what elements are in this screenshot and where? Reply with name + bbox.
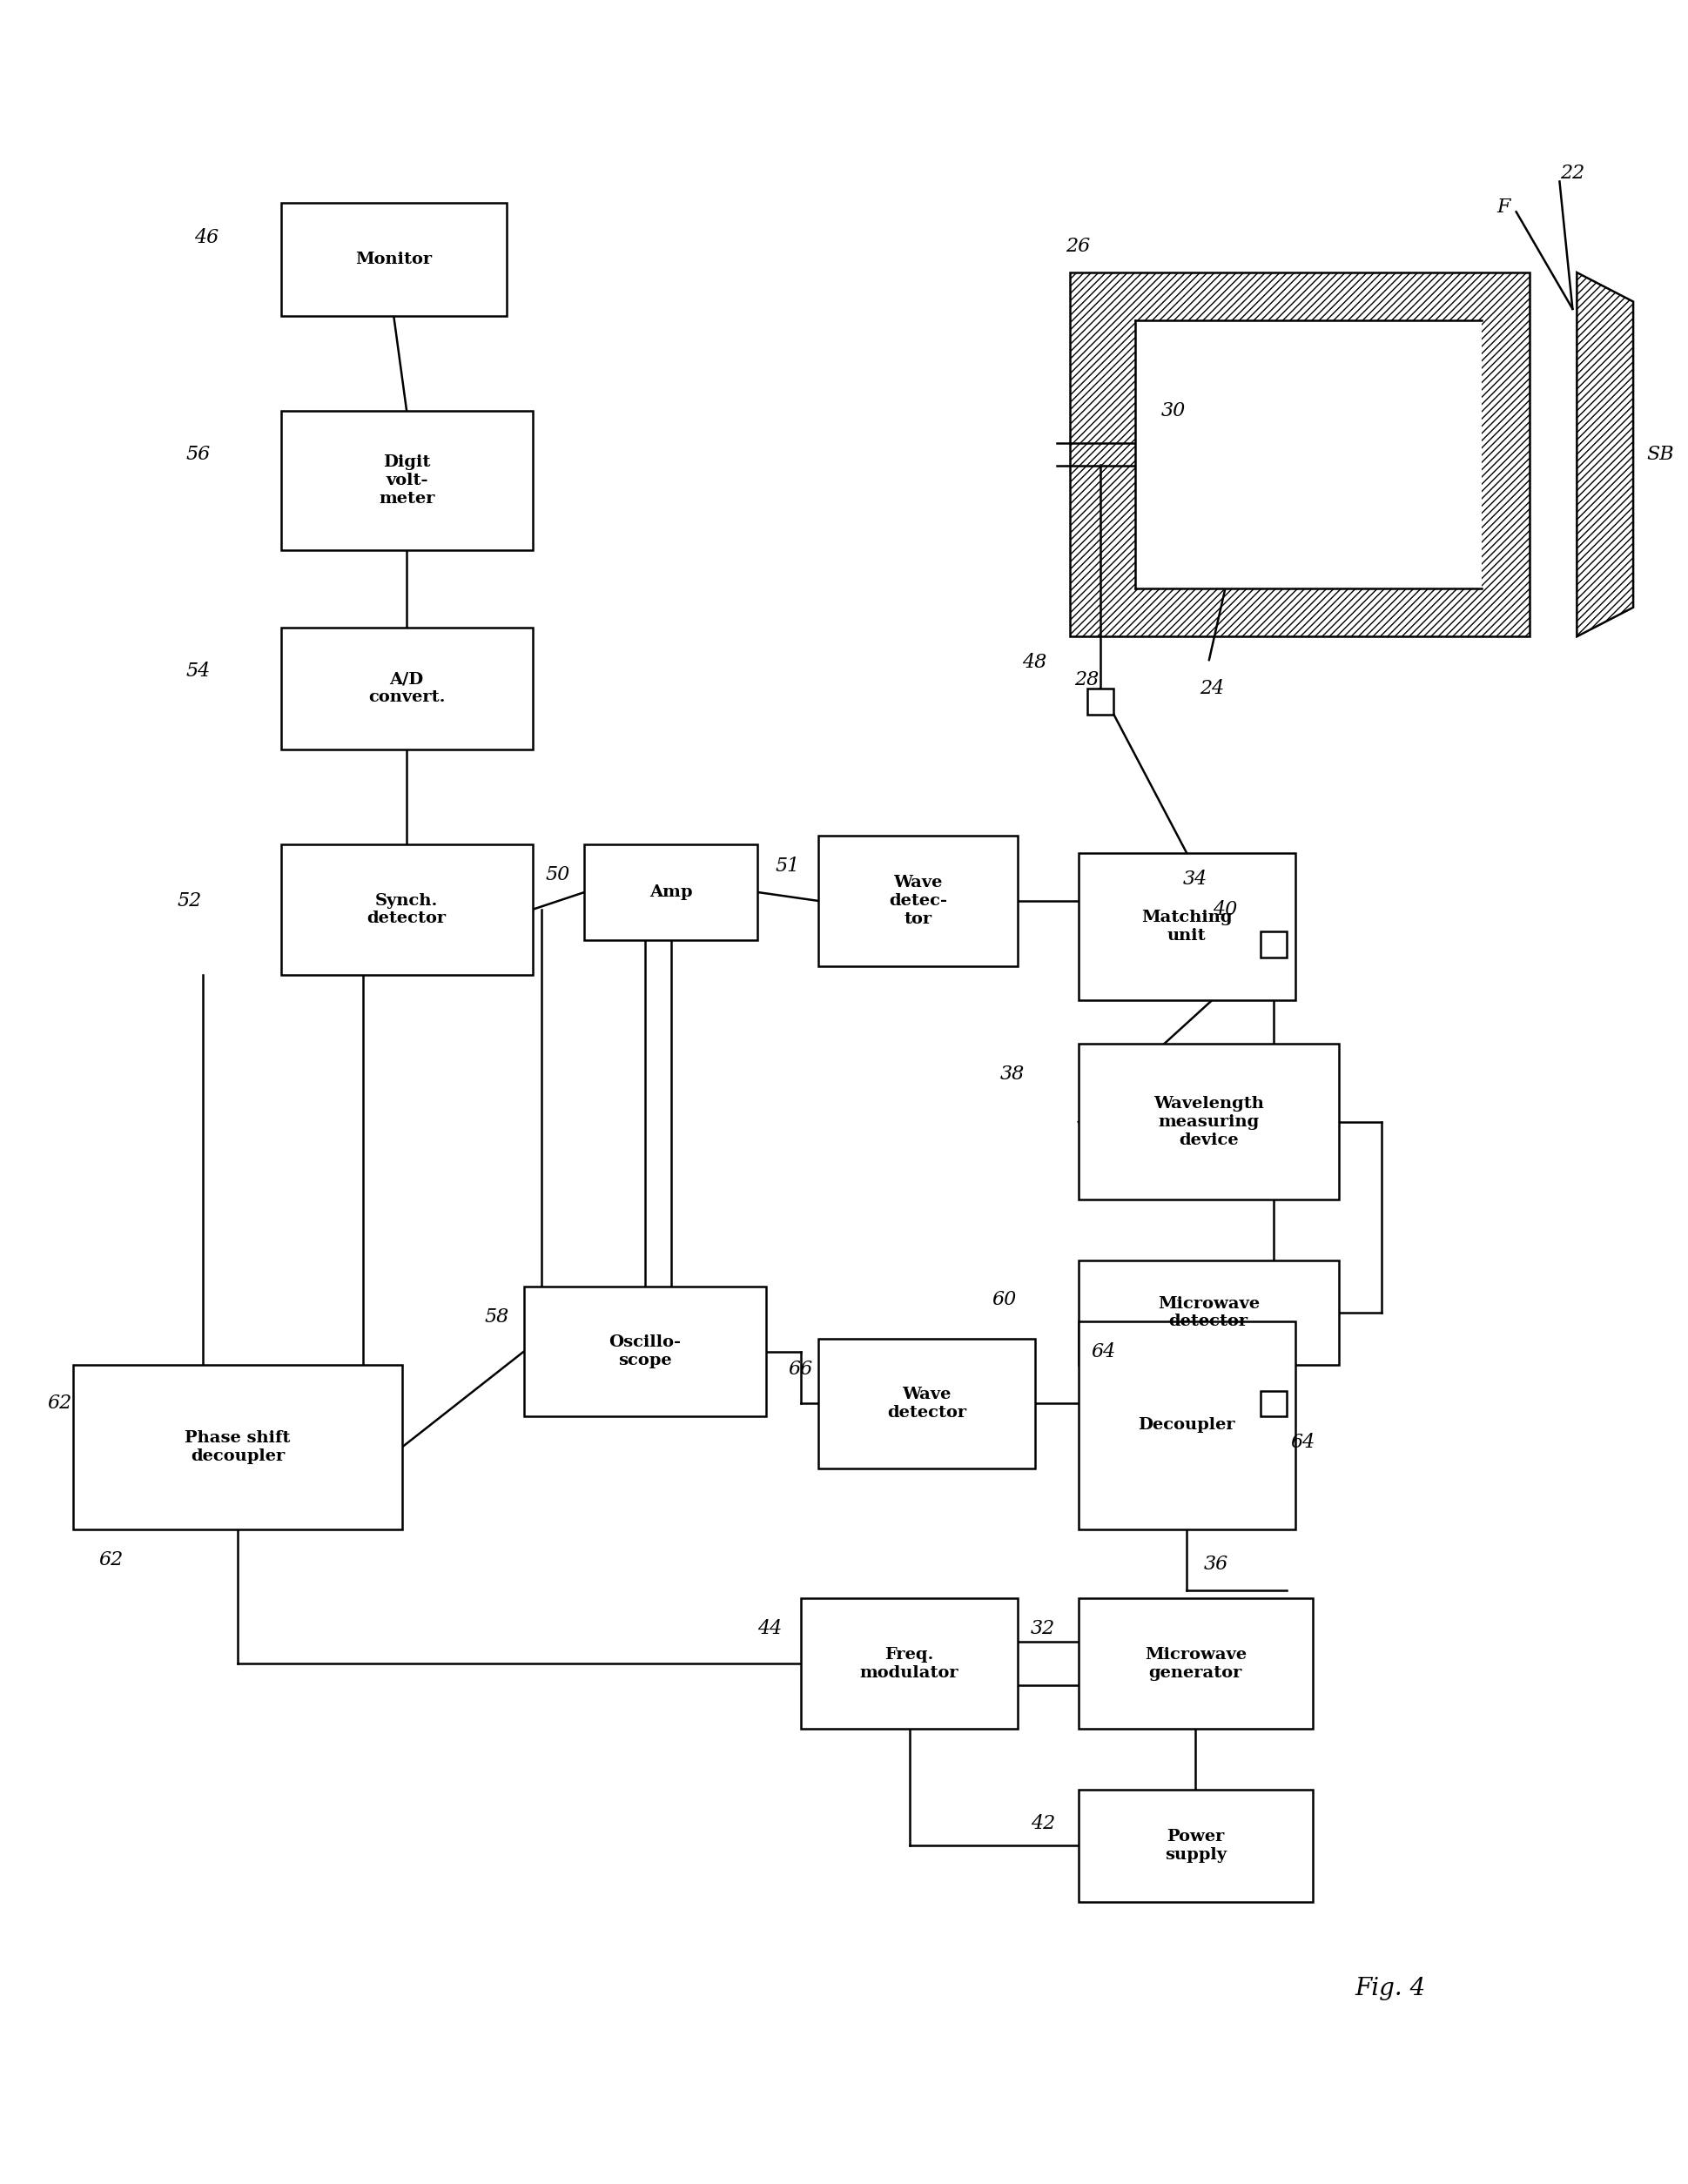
- Bar: [1079, 1044, 1339, 1199]
- Text: SB: SB: [1646, 446, 1674, 463]
- Text: Power
supply: Power supply: [1165, 1828, 1227, 1863]
- Text: Oscillo-
scope: Oscillo- scope: [609, 1334, 682, 1369]
- Bar: [1087, 688, 1112, 714]
- Text: 66: 66: [788, 1358, 812, 1378]
- Text: 60: 60: [993, 1291, 1016, 1308]
- Bar: [1070, 273, 1529, 636]
- Bar: [802, 1599, 1018, 1728]
- Text: Wave
detector: Wave detector: [888, 1387, 967, 1420]
- Text: Wavelength
measuring
device: Wavelength measuring device: [1153, 1096, 1264, 1149]
- Text: 46: 46: [194, 229, 219, 247]
- Text: Freq.
modulator: Freq. modulator: [859, 1647, 959, 1679]
- Text: 26: 26: [1065, 236, 1090, 256]
- Bar: [280, 627, 532, 749]
- Text: Fig. 4: Fig. 4: [1355, 1977, 1426, 2001]
- Bar: [819, 836, 1018, 965]
- Text: Monitor: Monitor: [356, 251, 432, 266]
- Text: 50: 50: [545, 865, 571, 885]
- Bar: [1261, 1391, 1286, 1417]
- Text: Microwave
detector: Microwave detector: [1158, 1295, 1259, 1330]
- Text: 64: 64: [1092, 1341, 1116, 1361]
- Bar: [584, 845, 758, 939]
- Text: 48: 48: [1023, 653, 1047, 673]
- Text: 32: 32: [1031, 1618, 1055, 1638]
- Text: 58: 58: [484, 1308, 510, 1326]
- Text: 64: 64: [1291, 1433, 1315, 1452]
- Bar: [1134, 321, 1482, 590]
- Bar: [1079, 854, 1295, 1000]
- Text: 38: 38: [1001, 1064, 1025, 1083]
- Text: 30: 30: [1161, 402, 1185, 422]
- Text: Amp: Amp: [650, 885, 692, 900]
- Text: 62: 62: [47, 1393, 71, 1413]
- Text: 42: 42: [1031, 1815, 1055, 1835]
- Bar: [1079, 1789, 1313, 1902]
- Text: 51: 51: [775, 856, 800, 876]
- Bar: [1261, 930, 1286, 957]
- Bar: [523, 1286, 766, 1417]
- Text: Decoupler: Decoupler: [1138, 1417, 1236, 1433]
- Text: Digit
volt-
meter: Digit volt- meter: [378, 454, 436, 507]
- Text: 36: 36: [1204, 1555, 1229, 1572]
- Text: 24: 24: [1200, 679, 1224, 699]
- Text: 40: 40: [1212, 900, 1237, 919]
- Text: 56: 56: [186, 446, 211, 463]
- Text: 52: 52: [177, 891, 201, 911]
- Bar: [73, 1365, 402, 1529]
- Text: F: F: [1497, 199, 1511, 216]
- Text: 22: 22: [1560, 164, 1585, 183]
- Bar: [819, 1339, 1035, 1468]
- Text: A/D
convert.: A/D convert.: [368, 673, 446, 705]
- Text: Matching
unit: Matching unit: [1141, 911, 1232, 943]
- Text: 62: 62: [100, 1551, 123, 1568]
- Bar: [1079, 1599, 1313, 1728]
- Bar: [280, 203, 506, 317]
- Text: Synch.
detector: Synch. detector: [366, 893, 446, 926]
- Text: 28: 28: [1074, 670, 1099, 690]
- Bar: [280, 411, 532, 550]
- Text: Wave
detec-
tor: Wave detec- tor: [890, 876, 947, 926]
- Text: Phase shift
decoupler: Phase shift decoupler: [184, 1431, 290, 1463]
- Bar: [1079, 1260, 1339, 1365]
- Text: 34: 34: [1183, 869, 1207, 889]
- Text: 44: 44: [758, 1618, 782, 1638]
- Bar: [280, 845, 532, 974]
- Bar: [1079, 1321, 1295, 1529]
- Text: 54: 54: [186, 662, 211, 681]
- Text: Microwave
generator: Microwave generator: [1144, 1647, 1246, 1679]
